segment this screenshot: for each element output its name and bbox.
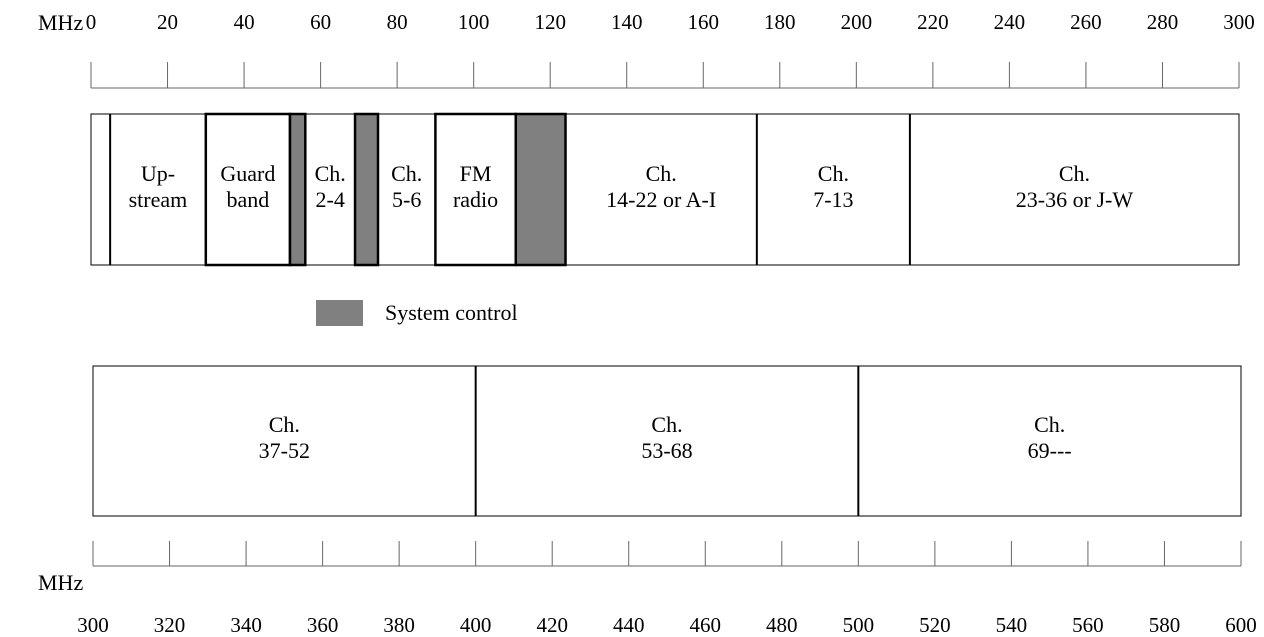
- band-label-line: 37-52: [259, 438, 310, 463]
- bottom-axis-unit: MHz: [38, 570, 83, 595]
- band-label-line: Guard: [220, 161, 275, 186]
- bottom_axis-tick-label: 360: [307, 613, 339, 637]
- top_axis-tick-label: 0: [86, 10, 97, 34]
- band-label-line: stream: [129, 187, 188, 212]
- band-label-line: Ch.: [315, 161, 346, 186]
- bottom_axis-tick-label: 480: [766, 613, 798, 637]
- bottom_axis-tick-label: 540: [996, 613, 1028, 637]
- top-axis-unit: MHz: [38, 10, 83, 35]
- band-system-control: [353, 112, 380, 267]
- band-ch-5-6: Ch.5-6: [391, 161, 422, 212]
- top_bands-frame: [90, 113, 1240, 266]
- band-label-line: Ch.: [391, 161, 422, 186]
- top_axis-tick-label: 260: [1070, 10, 1102, 34]
- system-control-block: [288, 112, 307, 267]
- system-control-swatch: [316, 300, 363, 326]
- top-band-row: Up-streamGuardbandCh.2-4Ch.5-6FMradioCh.…: [90, 112, 1240, 267]
- band-ch-53-68: Ch.53-68: [474, 366, 693, 516]
- top_axis-tick-label: 240: [994, 10, 1026, 34]
- band-label-line: 2-4: [316, 187, 345, 212]
- band-label-line: 69---: [1028, 438, 1072, 463]
- band-label-line: Ch.: [646, 161, 677, 186]
- band-label-line: Up-: [141, 161, 175, 186]
- top_axis-tick-label: 180: [764, 10, 796, 34]
- band-label-line: Ch.: [651, 412, 682, 437]
- top-frequency-axis: MHz 0 20 40 60 80 100 120 140 160 180 200 220 240 260…: [38, 10, 1255, 89]
- legend-label: System control: [385, 300, 518, 325]
- legend: System control: [316, 300, 518, 326]
- band-ch-7-13: Ch.7-13: [755, 114, 854, 265]
- band-label-line: Ch.: [1059, 161, 1090, 186]
- band-label-line: radio: [453, 187, 498, 212]
- bottom_axis-tick-label: 580: [1149, 613, 1181, 637]
- band-label-line: 23-36 or J-W: [1016, 187, 1134, 212]
- bottom_axis-tick-label: 300: [77, 613, 109, 637]
- top_axis-tick-label: 140: [611, 10, 643, 34]
- bottom_axis-tick-label: 380: [383, 613, 415, 637]
- band-label-line: 53-68: [641, 438, 692, 463]
- top_axis-tick-label: 280: [1147, 10, 1179, 34]
- band-up-stream: Up-stream: [109, 114, 188, 265]
- band-label-line: FM: [460, 161, 492, 186]
- bottom_axis-tick-label: 340: [230, 613, 262, 637]
- band-ch-23-36-or-j-w: Ch.23-36 or J-W: [908, 114, 1134, 265]
- band-ch-37-52: Ch.37-52: [259, 412, 310, 463]
- top_axis-tick-label: 80: [387, 10, 408, 34]
- band-label-line: 14-22 or A-I: [606, 187, 716, 212]
- band-label-line: Ch.: [269, 412, 300, 437]
- band-system-control: [514, 112, 567, 267]
- top_axis-tick-label: 300: [1223, 10, 1255, 34]
- top_axis-tick-label: 160: [688, 10, 720, 34]
- top_axis-tick-label: 220: [917, 10, 949, 34]
- bottom_axis-tick-label: 500: [843, 613, 875, 637]
- band-system-control: [288, 112, 307, 267]
- bottom_axis-tick-label: 560: [1072, 613, 1104, 637]
- band-label-line: band: [227, 187, 270, 212]
- bottom-frequency-axis: MHz 300 320 340 360 380 400 420 440 460 480 500 520…: [38, 541, 1257, 637]
- band-label-line: 5-6: [392, 187, 421, 212]
- top_axis-tick-label: 20: [157, 10, 178, 34]
- bottom_bands-frame: [92, 365, 1242, 517]
- bottom_axis-tick-label: 440: [613, 613, 645, 637]
- band-label-line: Ch.: [818, 161, 849, 186]
- bottom_axis-tick-label: 520: [919, 613, 951, 637]
- top_axis-tick-label: 200: [841, 10, 873, 34]
- system-control-block: [514, 112, 567, 267]
- band-label-line: Ch.: [1034, 412, 1065, 437]
- bottom_axis-tick-label: 600: [1225, 613, 1257, 637]
- band-label-line: 7-13: [813, 187, 853, 212]
- bottom_axis-tick-label: 320: [154, 613, 186, 637]
- top_axis-tick-label: 40: [234, 10, 255, 34]
- bottom_axis-tick-label: 460: [690, 613, 722, 637]
- system-control-block: [353, 112, 380, 267]
- band-ch-14-22-or-a-i: Ch.14-22 or A-I: [606, 161, 716, 212]
- bottom_axis-tick-label: 420: [536, 613, 568, 637]
- band-box: [434, 112, 518, 267]
- band-ch-2-4: Ch.2-4: [315, 161, 346, 212]
- bottom_axis-tick-label: 400: [460, 613, 492, 637]
- top_axis-tick-label: 120: [534, 10, 566, 34]
- band-ch-69-: Ch.69---: [857, 366, 1072, 516]
- top_axis-tick-label: 60: [310, 10, 331, 34]
- top_axis-tick-label: 100: [458, 10, 490, 34]
